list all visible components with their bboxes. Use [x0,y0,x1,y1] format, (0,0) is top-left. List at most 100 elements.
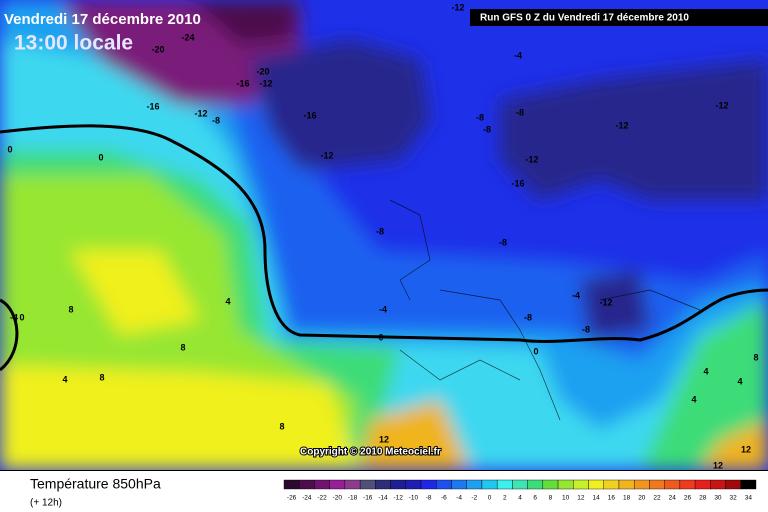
legend-swatch [633,479,650,490]
legend-label: 20 [638,495,646,502]
legend-label: 30 [714,495,722,502]
legend-swatch [283,479,300,490]
legend-label: -4 [456,495,462,502]
map [0,0,768,470]
legend-swatch [405,479,422,490]
contour-label: -16 [303,110,316,120]
legend-swatch [573,479,589,490]
legend-label: 22 [653,495,661,502]
footer-title: Température 850hPa [30,476,161,492]
contour-label: 0 [378,332,383,342]
legend-label: -8 [426,495,432,502]
contour-label: -12 [599,297,612,307]
legend-label: 28 [699,495,707,502]
legend-label: 0 [488,495,492,502]
time: 13:00 locale [14,32,133,55]
contour-label: -12 [194,108,207,118]
contour-label: 0 [98,152,103,162]
legend-label: 8 [549,495,553,502]
contour-label: -4 [514,50,522,60]
legend-swatch [359,479,376,490]
contour-label: 4 [691,394,696,404]
contour-label: 12 [379,434,389,444]
legend-swatch [725,479,741,490]
contour-label: -16 [511,178,524,188]
contour-label: 8 [99,372,104,382]
legend-label: 4 [518,495,522,502]
legend-label: -26 [287,495,297,502]
legend-label: 10 [562,495,570,502]
contour-label: -8 [476,112,484,122]
legend-swatch [466,479,483,490]
legend-label: -6 [441,495,447,502]
legend-swatch [618,479,635,490]
legend-swatch [451,479,467,490]
legend-swatch [664,479,681,490]
legend-label: -24 [302,495,312,502]
legend-label: -2 [471,495,477,502]
legend-swatch [436,479,452,490]
legend-swatch [299,479,315,490]
contour-label: -8 [212,115,220,125]
legend-swatch [740,479,757,490]
contour-label: -12 [451,2,464,12]
run-box [470,9,768,26]
contour-label: -16 [236,78,249,88]
contour-label: -12 [615,120,628,130]
legend-label: 26 [684,495,692,502]
contour-label: 0 [7,144,12,154]
contour-label: 4 [62,374,67,384]
run-info: Run GFS 0 Z du Vendredi 17 décembre 2010 [480,13,689,24]
contour-label: 8 [753,352,758,362]
contour-label: -4 [379,304,387,314]
legend-swatch [329,479,346,490]
contour-labels: -12 -24 -20 -20 -16 -12 -16 -12 -8 -16 -12 -4 -8 -8 -8… [7,2,758,470]
legend-swatch [557,479,574,490]
contour-label: -4 [10,312,18,322]
legend-swatch [694,479,711,490]
legend-swatch [496,479,513,490]
contour-label: 8 [279,421,284,431]
legend-swatch [375,479,391,490]
contour-label: 12 [713,460,723,470]
contour-label: -8 [582,324,590,334]
legend-label: -18 [348,495,358,502]
legend-label: -20 [333,495,343,502]
legend-swatch [420,479,437,490]
legend-swatch [481,479,498,490]
legend-label: 18 [623,495,631,502]
contour-label: -12 [259,78,272,88]
contour-label: -8 [376,226,384,236]
legend-swatch [527,479,544,490]
legend-swatch [710,479,726,490]
copyright: Copyright © 2010 Meteociel.fr [300,447,441,458]
legend-swatch [542,479,559,490]
legend-label: -14 [378,495,388,502]
contour-label: -20 [256,66,269,76]
contour-label: -12 [715,100,728,110]
legend-label: 14 [593,495,601,502]
legend-label: 16 [608,495,616,502]
contour-label: -8 [524,312,532,322]
contour-label: -8 [483,124,491,134]
footer-lead: (+ 12h) [30,498,62,509]
legend-label: 24 [669,495,677,502]
contour-label: 8 [68,304,73,314]
contour-label: -20 [151,44,164,54]
legend-label: -10 [409,495,419,502]
contour-label: 12 [741,444,751,454]
legend-label: 12 [577,495,585,502]
legend-swatch [679,479,696,490]
date: Vendredi 17 décembre 2010 [4,11,201,28]
legend-label: -12 [393,495,403,502]
legend-swatch [512,479,528,490]
legend-label: 32 [730,495,738,502]
contour-label: 0 [533,346,538,356]
legend-label: -22 [317,495,327,502]
legend-label: 2 [503,495,507,502]
legend-swatch [390,479,407,490]
contour-label: -8 [516,107,524,117]
contour-label: 8 [180,342,185,352]
contour-label: -12 [525,154,538,164]
